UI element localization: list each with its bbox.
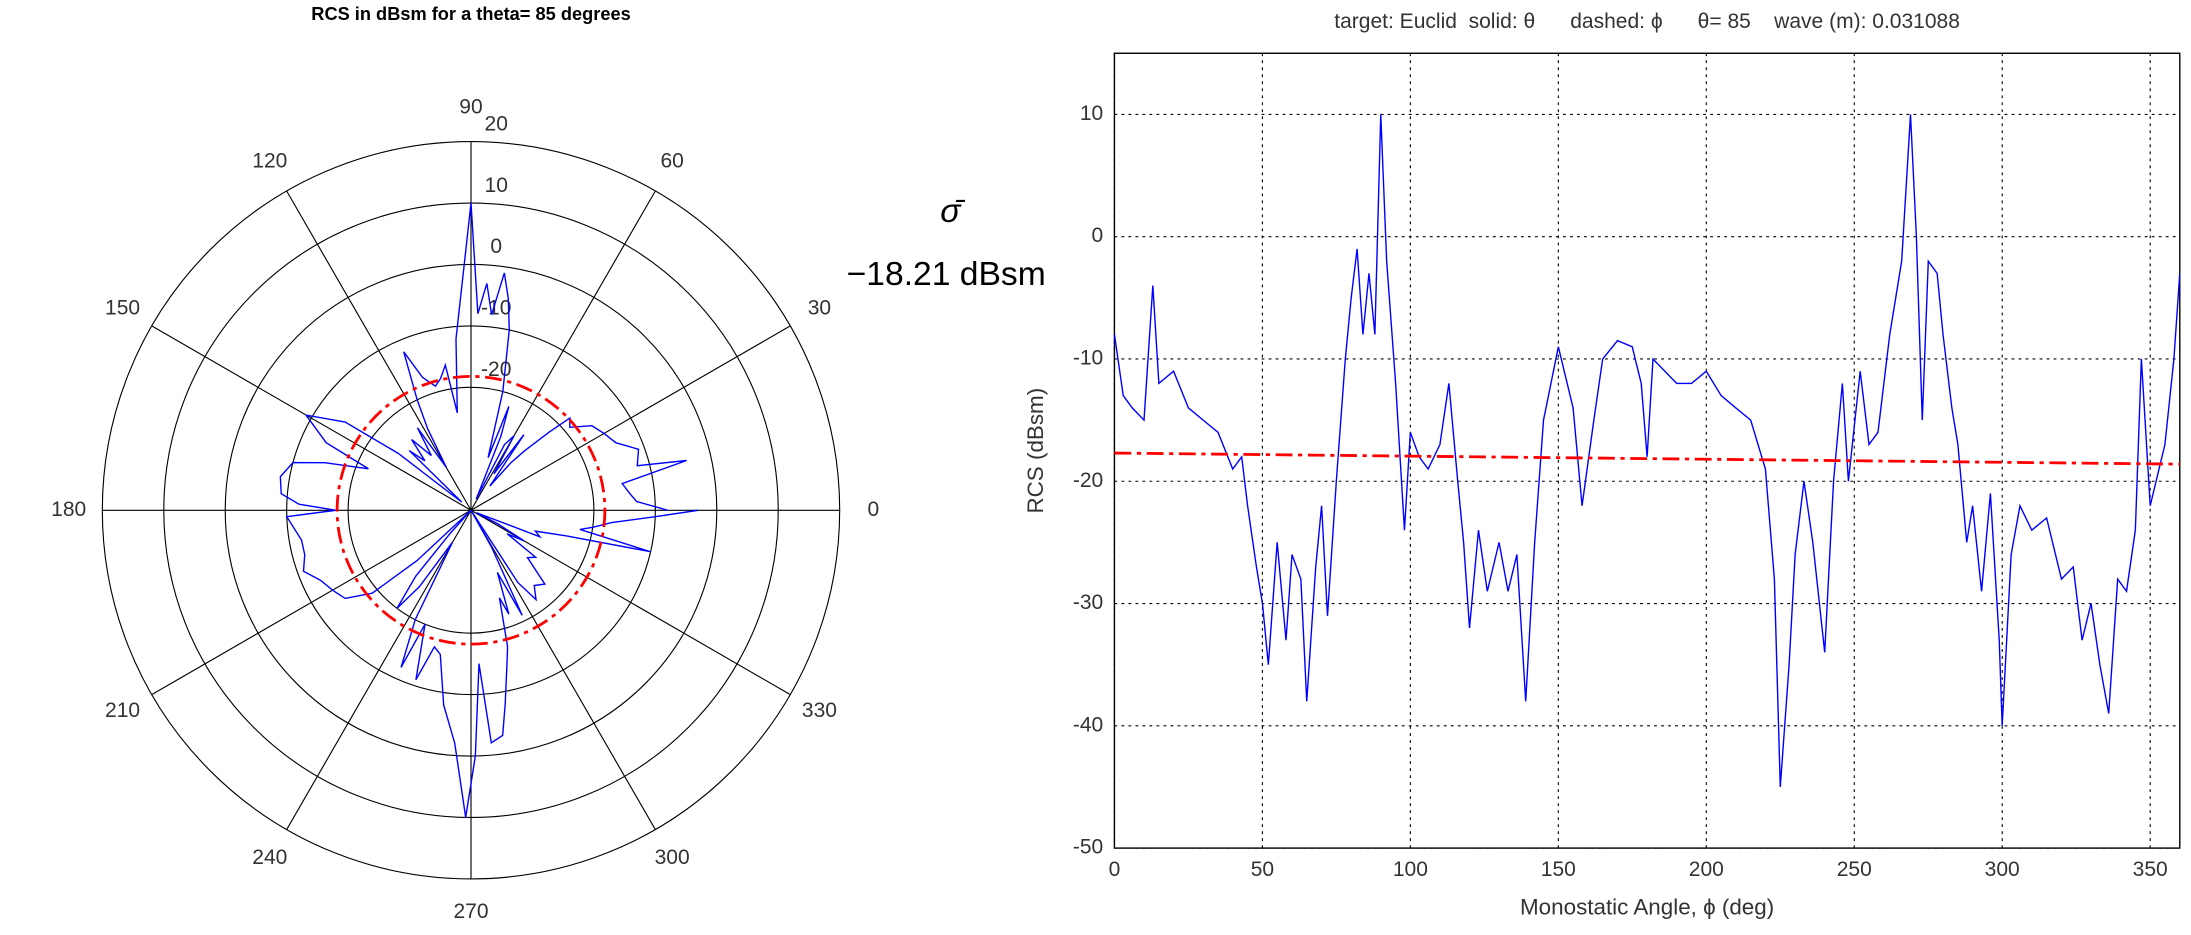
ring (347, 386, 595, 634)
x-axis-label: Monostatic Angle, ϕ (deg) (1520, 894, 1774, 919)
angle-label: 300 (655, 846, 690, 869)
y-tick-label: 0 (1092, 224, 1104, 247)
angle-label: 150 (105, 297, 140, 320)
angle-label: 60 (660, 149, 683, 172)
y-tick-label: 10 (1080, 102, 1103, 125)
mean-circle (335, 374, 607, 646)
rcs-line (1113, 114, 2181, 788)
x-tick-label: 300 (1985, 858, 2020, 881)
mean-line (1114, 451, 2180, 466)
ring (224, 263, 718, 757)
x-tick-label: 350 (2133, 858, 2168, 881)
angle-label: 210 (105, 699, 140, 722)
radius-label: 0 (490, 235, 502, 258)
x-tick-label: 250 (1837, 858, 1872, 881)
radius-label: 10 (485, 174, 508, 197)
x-tick-label: 0 (1109, 858, 1121, 881)
x-tick-label: 100 (1393, 858, 1428, 881)
y-axis-label: RCS (dBsm) (1023, 388, 1048, 514)
x-tick-label: 200 (1689, 858, 1724, 881)
angle-label: 180 (51, 498, 86, 521)
angle-label: 120 (252, 149, 287, 172)
annotation: −18.21 dBsm (847, 256, 1046, 293)
chart-title: RCS in dBsm for a theta= 85 degrees (311, 4, 630, 24)
angle-label: 270 (453, 900, 488, 923)
y-tick-label: -50 (1073, 836, 1103, 859)
angle-label: 90 (459, 95, 482, 118)
y-tick-label: -40 (1073, 713, 1103, 736)
y-tick-label: -20 (1073, 469, 1103, 492)
angle-label: 0 (867, 498, 879, 521)
ring (286, 325, 656, 696)
radius-label: -10 (481, 297, 511, 320)
plot-frame (1113, 52, 2181, 849)
angle-label: 30 (808, 297, 831, 320)
radius-label: 20 (485, 112, 508, 135)
angle-label: 240 (252, 846, 287, 869)
y-tick-label: -30 (1073, 591, 1103, 614)
chart-title: target: Euclid solid: θ dashed: ϕ θ= 85 … (1334, 10, 1960, 33)
ring (101, 141, 841, 880)
y-tick-label: -10 (1073, 347, 1103, 370)
angle-label: 330 (802, 699, 837, 722)
x-tick-label: 150 (1541, 858, 1576, 881)
rcs-curve (279, 202, 699, 818)
x-tick-label: 50 (1251, 858, 1274, 881)
